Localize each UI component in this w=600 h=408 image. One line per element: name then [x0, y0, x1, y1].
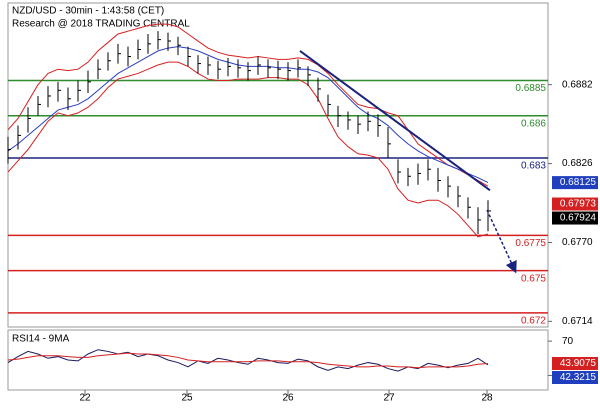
y-tick-label: 0.6770: [562, 237, 593, 248]
level-label: 0.675: [521, 273, 546, 284]
value-tag-label: 0.67973: [560, 199, 597, 210]
x-tick-label: 22: [79, 393, 91, 404]
level-label: 0.6885: [515, 83, 546, 94]
x-tick-label: 25: [181, 393, 193, 404]
value-tag: [552, 197, 598, 211]
value-tag-label: 0.67924: [560, 213, 597, 224]
rsi-panel: [7, 329, 549, 391]
level-label: 0.686: [521, 118, 546, 129]
y-tick-label: 0.6714: [562, 316, 593, 327]
y-tick-label: 70: [562, 336, 574, 347]
chart-subtitle: Research @ 2018 TRADING CENTRAL: [12, 19, 190, 30]
trend-line: [299, 50, 491, 192]
price-panel: [7, 2, 549, 328]
value-tag: [552, 211, 598, 225]
value-tag-label: 42.3215: [560, 372, 597, 383]
level-label: 0.672: [521, 316, 546, 327]
rsi-line: [7, 352, 489, 369]
forecast-arrow: [486, 209, 517, 274]
x-tick-label: 28: [481, 393, 493, 404]
x-tick-label: 27: [383, 393, 395, 404]
chart-title: NZD/USD - 30min - 1:43:58 (CET): [12, 6, 164, 17]
level-label: 0.683: [521, 161, 546, 172]
value-tag-label: 0.68125: [560, 177, 597, 188]
value-tag: [552, 357, 598, 371]
value-tag-label: 43.9075: [560, 358, 597, 369]
value-tag: [552, 176, 598, 190]
y-tick-label: 0.6826: [562, 158, 593, 169]
level-label: 0.6775: [515, 238, 546, 249]
y-tick-label: 0.6882: [562, 79, 593, 90]
x-tick-label: 26: [282, 393, 294, 404]
rsi-title: RSI14 - 9MA: [12, 334, 70, 345]
value-tag: [552, 371, 598, 385]
